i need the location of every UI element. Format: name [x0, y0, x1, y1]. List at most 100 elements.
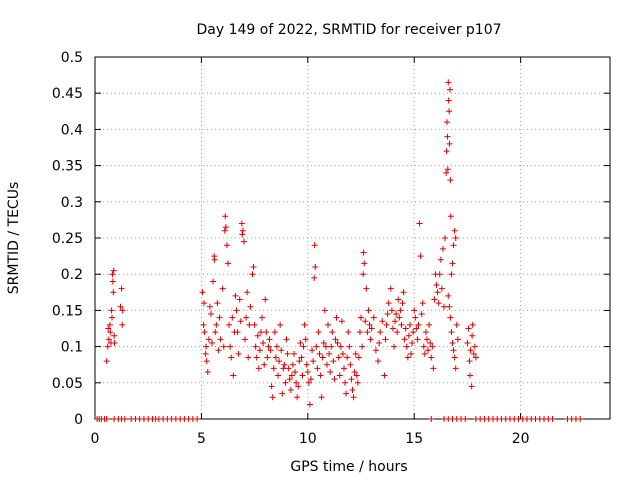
data-point — [292, 368, 299, 375]
data-point — [364, 329, 371, 336]
data-point — [201, 329, 208, 336]
data-point — [448, 329, 455, 336]
data-point — [415, 321, 422, 328]
data-point — [118, 285, 125, 292]
data-point — [265, 343, 272, 350]
data-point — [225, 260, 232, 267]
data-point — [422, 329, 429, 336]
data-point — [296, 358, 303, 365]
data-point — [300, 343, 307, 350]
data-point — [311, 242, 318, 249]
data-point — [360, 249, 367, 256]
data-point — [356, 329, 363, 336]
data-point — [336, 372, 343, 379]
data-point — [419, 300, 426, 307]
data-point — [334, 339, 341, 346]
data-point — [110, 289, 117, 296]
data-point — [302, 336, 309, 343]
y-tick-label: 0.45 — [52, 86, 83, 102]
data-point — [387, 285, 394, 292]
data-point — [117, 303, 124, 310]
data-point — [360, 271, 367, 278]
data-point — [328, 343, 335, 350]
data-point — [269, 394, 276, 401]
data-point — [327, 368, 334, 375]
data-point — [462, 416, 469, 422]
data-point — [434, 289, 441, 296]
data-point — [441, 303, 448, 310]
data-point — [238, 220, 245, 227]
data-point — [395, 296, 402, 303]
y-tick-label: 0.1 — [61, 340, 83, 356]
data-point — [376, 339, 383, 346]
data-point — [397, 307, 404, 314]
data-point — [375, 358, 382, 365]
data-point — [433, 282, 440, 289]
data-point — [351, 368, 358, 375]
data-point — [287, 387, 294, 394]
data-point — [345, 329, 352, 336]
data-point — [401, 336, 408, 343]
y-tick-label: 0.05 — [52, 376, 83, 392]
data-point — [295, 383, 302, 390]
data-point — [105, 325, 112, 332]
data-point — [230, 372, 237, 379]
data-point — [388, 307, 395, 314]
data-point — [273, 343, 280, 350]
data-point — [221, 227, 228, 234]
data-point — [104, 343, 111, 350]
data-point — [451, 354, 458, 361]
data-point — [270, 365, 277, 372]
data-point — [119, 321, 126, 328]
data-point — [226, 321, 233, 328]
data-points — [94, 79, 584, 422]
data-point — [299, 372, 306, 379]
data-point — [466, 372, 473, 379]
data-point — [436, 271, 443, 278]
data-point — [107, 329, 114, 336]
data-point — [239, 231, 246, 238]
data-point — [451, 227, 458, 234]
data-point — [443, 148, 450, 155]
data-point — [411, 307, 418, 314]
y-tick-label: 0.25 — [52, 231, 83, 247]
data-point — [326, 350, 333, 357]
data-point — [405, 332, 412, 339]
data-point — [363, 285, 370, 292]
data-point — [425, 347, 432, 354]
data-point — [384, 311, 391, 318]
data-point — [223, 242, 230, 249]
data-point — [250, 263, 257, 270]
data-point — [106, 321, 113, 328]
data-point — [304, 368, 311, 375]
data-point — [109, 314, 116, 321]
data-point — [392, 318, 399, 325]
x-tick-label: 5 — [197, 431, 206, 447]
x-tick-label: 15 — [405, 431, 423, 447]
data-point — [227, 343, 234, 350]
data-point — [446, 303, 453, 310]
data-point — [242, 336, 249, 343]
data-point — [437, 256, 444, 263]
data-point — [390, 343, 397, 350]
data-point — [229, 314, 236, 321]
data-point — [366, 321, 373, 328]
data-point — [294, 394, 301, 401]
data-point — [417, 253, 424, 260]
data-point — [352, 350, 359, 357]
data-point — [338, 318, 345, 325]
data-point — [430, 365, 437, 372]
data-point — [298, 354, 305, 361]
data-point — [253, 354, 260, 361]
data-point — [420, 343, 427, 350]
data-point — [454, 336, 461, 343]
y-tick-label: 0.4 — [61, 122, 83, 138]
data-point — [209, 339, 216, 346]
data-point — [444, 166, 451, 173]
data-point — [323, 361, 330, 368]
data-point — [335, 354, 342, 361]
data-point — [469, 332, 476, 339]
y-tick-label: 0.15 — [52, 303, 83, 319]
data-point — [214, 300, 221, 307]
data-point — [247, 303, 254, 310]
